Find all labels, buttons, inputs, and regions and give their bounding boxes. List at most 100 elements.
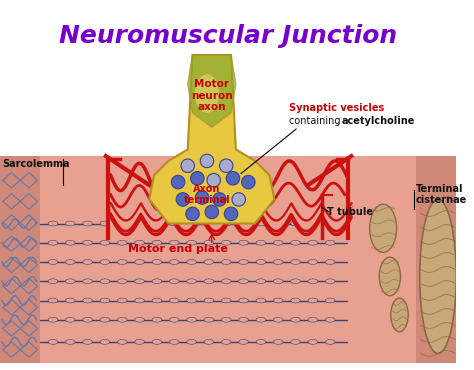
Ellipse shape [204,221,214,226]
Ellipse shape [308,298,318,303]
Ellipse shape [308,317,318,322]
Ellipse shape [226,172,240,185]
Ellipse shape [391,298,408,332]
Ellipse shape [191,172,204,185]
Ellipse shape [308,260,318,265]
Ellipse shape [118,340,127,344]
Ellipse shape [187,260,196,265]
Ellipse shape [83,260,92,265]
Ellipse shape [169,279,179,284]
Polygon shape [188,55,236,127]
Ellipse shape [48,317,58,322]
Ellipse shape [152,260,162,265]
Ellipse shape [118,260,127,265]
Ellipse shape [273,340,283,344]
Ellipse shape [325,260,335,265]
Ellipse shape [169,221,179,226]
Ellipse shape [48,279,58,284]
Ellipse shape [273,240,283,245]
Ellipse shape [100,260,110,265]
Ellipse shape [232,193,246,206]
Ellipse shape [118,298,127,303]
Ellipse shape [65,240,75,245]
Polygon shape [149,55,274,223]
Ellipse shape [308,340,318,344]
Ellipse shape [152,317,162,322]
Ellipse shape [291,221,301,226]
Ellipse shape [152,279,162,284]
Ellipse shape [118,279,127,284]
Ellipse shape [135,298,145,303]
Ellipse shape [204,298,214,303]
Ellipse shape [169,298,179,303]
Ellipse shape [118,240,127,245]
Ellipse shape [207,174,220,187]
Ellipse shape [65,279,75,284]
Ellipse shape [187,317,196,322]
Ellipse shape [239,260,248,265]
Ellipse shape [325,221,335,226]
Ellipse shape [256,317,266,322]
Bar [0,156,40,363]
Ellipse shape [419,199,456,353]
Text: Axon
terminal: Axon terminal [183,184,230,205]
Ellipse shape [221,340,231,344]
Ellipse shape [200,154,214,168]
Ellipse shape [325,298,335,303]
Ellipse shape [242,175,255,189]
Ellipse shape [152,221,162,226]
Ellipse shape [100,221,110,226]
Ellipse shape [204,340,214,344]
Ellipse shape [204,260,214,265]
Ellipse shape [204,317,214,322]
Ellipse shape [152,240,162,245]
Ellipse shape [239,221,248,226]
Bar [106,156,149,233]
Ellipse shape [219,159,233,172]
Ellipse shape [239,317,248,322]
Ellipse shape [100,317,110,322]
Ellipse shape [100,240,110,245]
Ellipse shape [187,279,196,284]
Ellipse shape [83,340,92,344]
Text: Motor end plate: Motor end plate [128,245,228,255]
Ellipse shape [83,298,92,303]
Ellipse shape [135,260,145,265]
Ellipse shape [65,260,75,265]
Ellipse shape [256,279,266,284]
Ellipse shape [152,340,162,344]
Ellipse shape [291,298,301,303]
Ellipse shape [221,298,231,303]
Ellipse shape [273,298,283,303]
Ellipse shape [213,193,226,206]
Ellipse shape [135,317,145,322]
Ellipse shape [221,279,231,284]
Ellipse shape [205,205,219,219]
Ellipse shape [118,221,127,226]
Ellipse shape [325,240,335,245]
Ellipse shape [291,317,301,322]
Ellipse shape [100,298,110,303]
Ellipse shape [256,221,266,226]
Ellipse shape [273,279,283,284]
Ellipse shape [308,279,318,284]
Ellipse shape [135,240,145,245]
Ellipse shape [291,279,301,284]
Text: acetylcholine: acetylcholine [342,115,415,125]
Ellipse shape [135,221,145,226]
Ellipse shape [239,279,248,284]
Ellipse shape [239,340,248,344]
Bar [0,156,456,363]
Ellipse shape [65,340,75,344]
Ellipse shape [152,298,162,303]
Ellipse shape [48,260,58,265]
Ellipse shape [169,260,179,265]
Ellipse shape [256,298,266,303]
Ellipse shape [100,340,110,344]
Ellipse shape [256,240,266,245]
Text: Sarcolemma: Sarcolemma [2,159,69,169]
Ellipse shape [370,204,397,252]
Ellipse shape [379,257,401,296]
Ellipse shape [83,221,92,226]
Ellipse shape [135,340,145,344]
